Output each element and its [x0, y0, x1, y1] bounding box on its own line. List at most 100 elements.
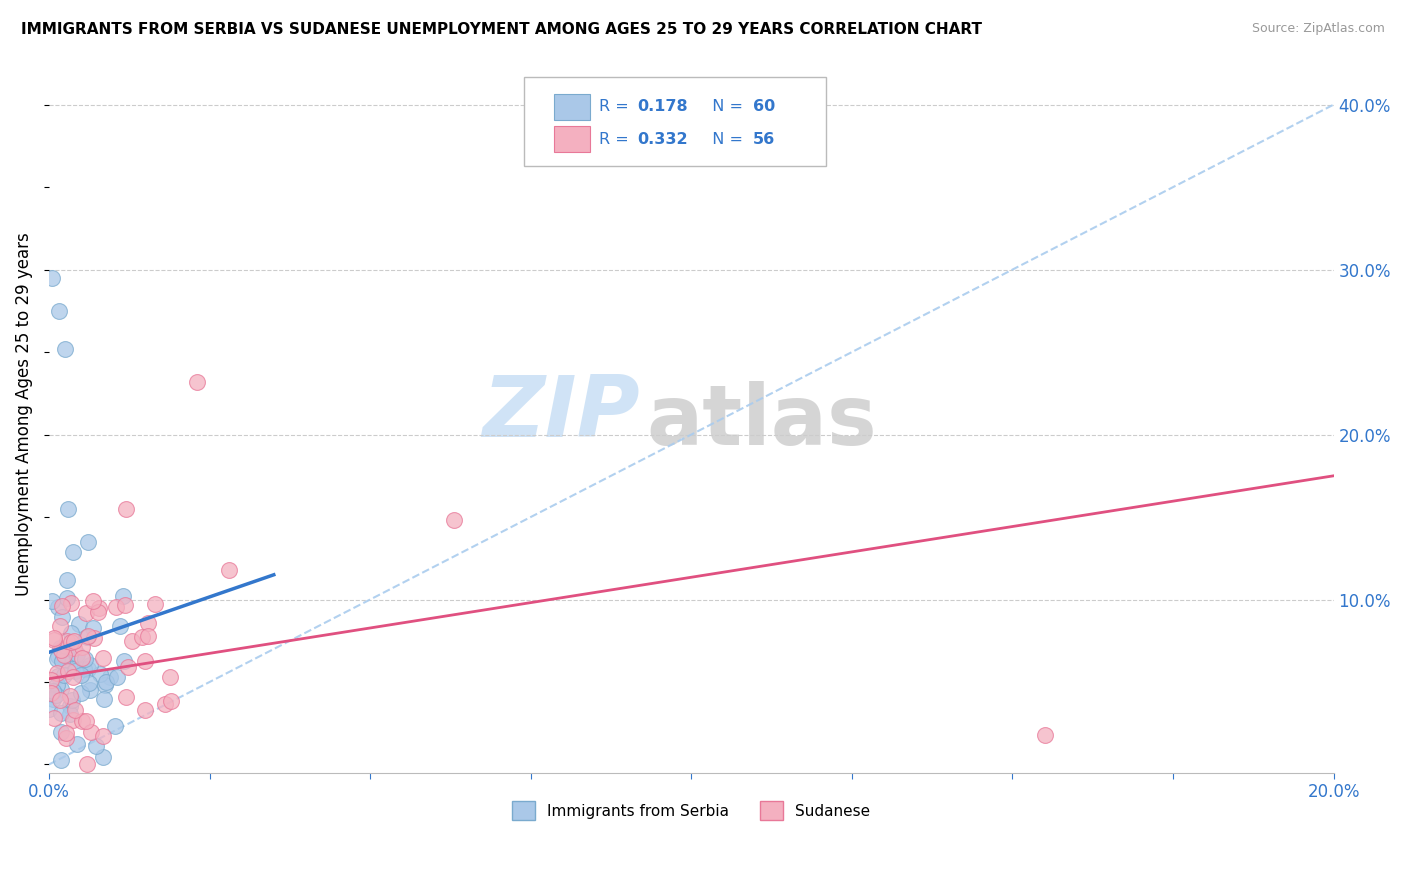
Point: [114, 654, 136, 668]
Point: [51, 753, 73, 767]
Point: [66, 647, 89, 661]
Point: [110, 619, 132, 633]
Point: [121, 634, 143, 648]
Point: [49, 706, 72, 721]
Point: [41, 270, 63, 285]
Point: [105, 600, 128, 615]
Text: N =: N =: [702, 132, 748, 146]
Text: Source: ZipAtlas.com: Source: ZipAtlas.com: [1251, 22, 1385, 36]
Point: [49, 619, 72, 633]
Point: [49, 693, 72, 707]
FancyBboxPatch shape: [524, 77, 827, 167]
Point: [76, 630, 98, 644]
Point: [79, 658, 101, 673]
Point: [58, 664, 80, 678]
Point: [136, 629, 159, 643]
Point: [76, 534, 98, 549]
Point: [58, 501, 80, 516]
Text: 56: 56: [754, 132, 775, 146]
Point: [72, 714, 94, 728]
Point: [46, 649, 69, 664]
Point: [94, 674, 117, 689]
Point: [56, 648, 79, 663]
Point: [55, 725, 77, 739]
Point: [218, 563, 240, 577]
Point: [87, 606, 110, 620]
Point: [49, 724, 72, 739]
Point: [155, 697, 177, 711]
Point: [111, 590, 134, 604]
Point: [44, 711, 66, 725]
Point: [75, 714, 97, 728]
Point: [45, 678, 67, 692]
Point: [79, 724, 101, 739]
Point: [82, 593, 104, 607]
Text: ZIP: ZIP: [482, 373, 640, 456]
Point: [60, 693, 83, 707]
Legend: Immigrants from Serbia, Sudanese: Immigrants from Serbia, Sudanese: [506, 796, 876, 826]
Point: [160, 694, 183, 708]
Point: [93, 692, 115, 706]
Point: [52, 648, 75, 662]
Point: [46, 665, 69, 680]
Point: [60, 596, 83, 610]
Point: [63, 634, 86, 648]
Point: [77, 676, 100, 690]
Point: [84, 739, 107, 754]
Point: [443, 513, 465, 527]
Point: [73, 652, 96, 666]
Point: [79, 683, 101, 698]
Y-axis label: Unemployment Among Ages 25 to 29 years: Unemployment Among Ages 25 to 29 years: [15, 232, 32, 596]
Point: [38, 701, 60, 715]
Point: [42, 683, 65, 698]
Point: [62, 713, 84, 727]
Text: R =: R =: [599, 99, 634, 114]
Point: [70, 650, 93, 665]
Point: [75, 606, 97, 620]
Point: [63, 664, 86, 678]
Point: [53, 342, 76, 356]
Point: [70, 668, 93, 682]
Point: [186, 375, 208, 389]
Text: atlas: atlas: [647, 381, 877, 462]
Point: [94, 678, 117, 692]
Point: [55, 731, 77, 745]
Text: 0.332: 0.332: [637, 132, 688, 146]
Point: [62, 670, 84, 684]
Point: [89, 666, 111, 681]
Point: [134, 654, 156, 668]
Point: [46, 652, 69, 666]
Point: [51, 610, 73, 624]
Point: [41, 593, 63, 607]
Point: [76, 756, 98, 771]
Point: [49, 642, 72, 657]
Text: 60: 60: [754, 99, 775, 114]
Point: [91, 729, 114, 743]
Point: [49, 681, 72, 696]
Point: [56, 591, 79, 605]
Point: [76, 629, 98, 643]
Point: [159, 670, 181, 684]
Point: [51, 654, 73, 668]
Point: [69, 686, 91, 700]
Point: [59, 635, 82, 649]
Point: [55, 574, 77, 588]
Point: [52, 650, 75, 665]
Point: [63, 641, 86, 656]
Point: [70, 640, 93, 654]
Point: [104, 718, 127, 732]
Point: [59, 689, 82, 703]
Point: [51, 599, 73, 613]
Point: [48, 303, 70, 318]
Point: [62, 545, 84, 559]
Point: [98, 670, 121, 684]
Point: [114, 598, 136, 612]
Point: [131, 630, 153, 644]
Point: [55, 633, 77, 648]
Point: [60, 662, 83, 676]
Point: [1033, 728, 1056, 742]
Point: [91, 651, 114, 665]
Point: [46, 599, 69, 614]
Point: [115, 501, 138, 516]
Point: [59, 706, 82, 721]
